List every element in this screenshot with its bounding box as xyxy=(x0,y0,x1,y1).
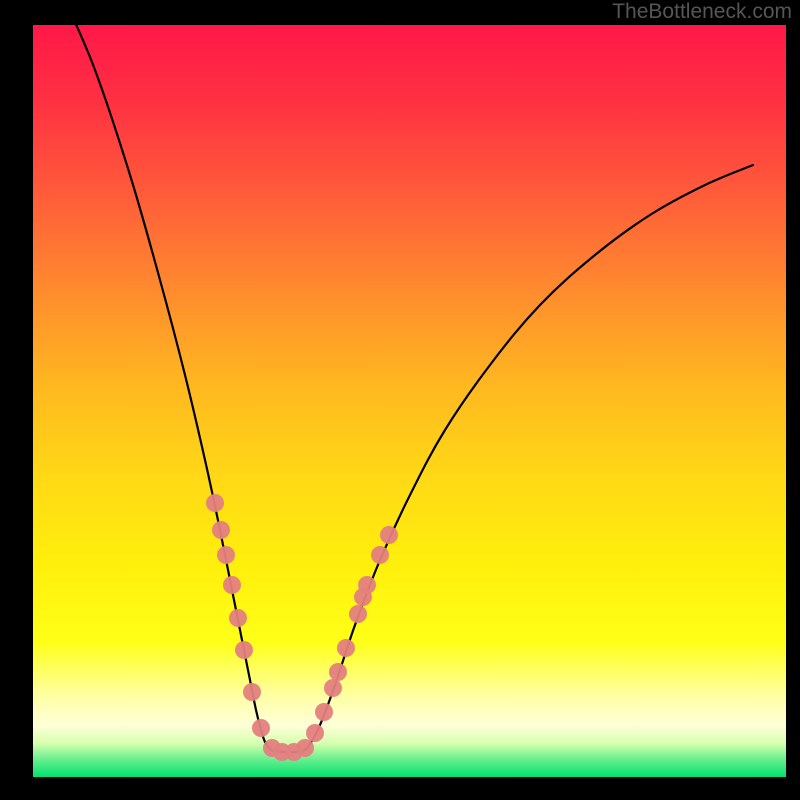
gradient-background xyxy=(33,25,786,777)
watermark-text: TheBottleneck.com xyxy=(612,0,792,24)
plot-area xyxy=(33,25,786,777)
